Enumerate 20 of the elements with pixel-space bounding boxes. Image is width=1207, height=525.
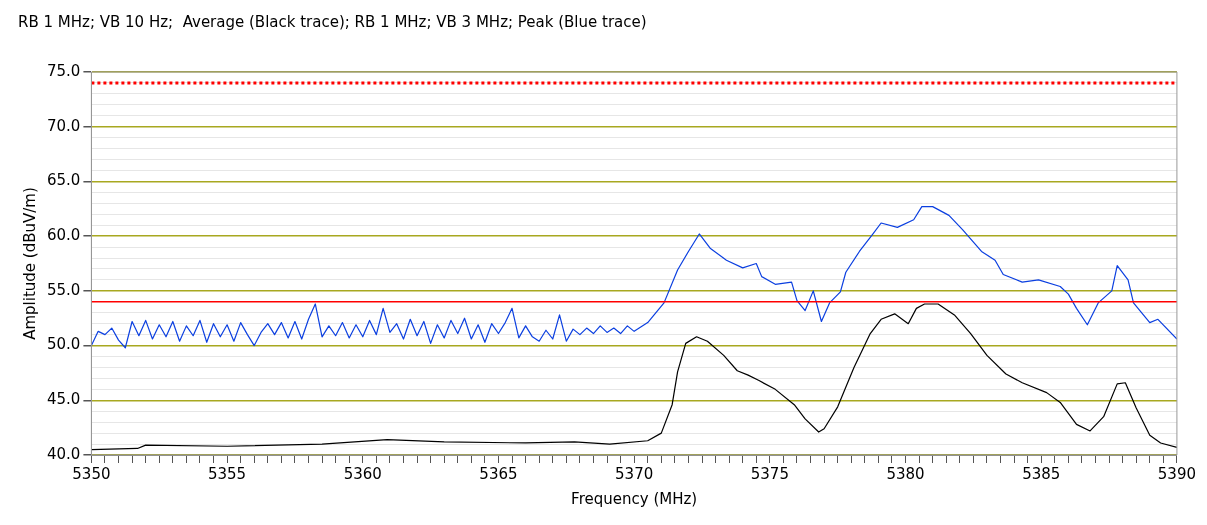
x-tick-label: 5390 bbox=[1157, 464, 1197, 483]
chart-title: RB 1 MHz; VB 10 Hz; Average (Black trace); RB 1 MHz; VB 3 MHz; Peak (Blue trace) bbox=[18, 12, 647, 31]
y-axis-title: Amplitude (dBuV/m) bbox=[20, 187, 39, 340]
y-tick-label: 55.0 bbox=[46, 280, 81, 299]
x-axis-title: Frequency (MHz) bbox=[571, 489, 698, 508]
x-tick-label: 5360 bbox=[343, 464, 382, 483]
y-tick-label: 65.0 bbox=[46, 171, 81, 190]
y-tick-label: 75.0 bbox=[46, 61, 81, 80]
y-tick-label: 70.0 bbox=[46, 116, 81, 135]
y-tick-label: 60.0 bbox=[46, 226, 81, 245]
x-tick-label: 5370 bbox=[615, 464, 654, 483]
x-tick-label: 5350 bbox=[72, 464, 111, 483]
x-tick-label: 5385 bbox=[1022, 464, 1061, 483]
x-tick-label: 5375 bbox=[750, 464, 789, 483]
y-tick-label: 40.0 bbox=[46, 444, 81, 463]
x-tick-label: 5380 bbox=[886, 464, 925, 483]
y-tick-label: 50.0 bbox=[46, 335, 81, 354]
x-tick-label: 5365 bbox=[479, 464, 518, 483]
x-tick-label: 5355 bbox=[207, 464, 247, 483]
y-tick-label: 45.0 bbox=[46, 390, 81, 409]
